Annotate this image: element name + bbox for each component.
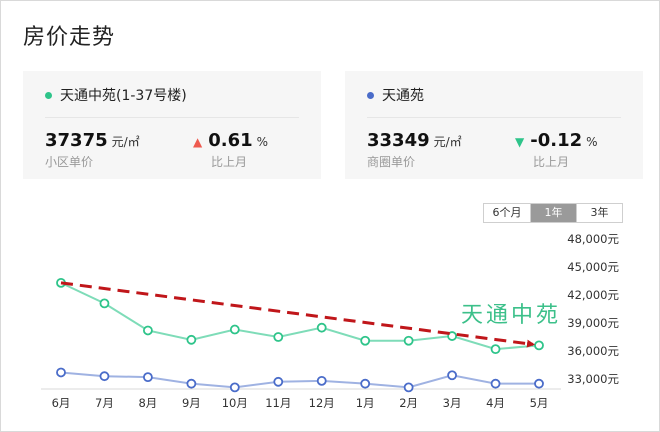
community-price-label: 小区单价	[45, 155, 94, 169]
district-name: 天通苑	[367, 85, 424, 105]
district-price-label: 商圈单价	[367, 155, 416, 169]
community-change-value: 0.61	[208, 130, 253, 151]
community-change-label: 比上月	[211, 155, 248, 169]
district-change-value: -0.12	[530, 130, 583, 151]
community-price-value: 37375	[45, 130, 108, 151]
data-point[interactable]	[534, 340, 544, 351]
data-point[interactable]	[534, 378, 544, 389]
data-point[interactable]	[143, 372, 153, 383]
x-tick-label: 8月	[138, 396, 157, 410]
district-name-label: 天通苑	[382, 88, 424, 104]
tab-1-year[interactable]: 1年	[530, 204, 576, 222]
data-point[interactable]	[490, 378, 501, 389]
y-tick-label: 48,000元	[567, 232, 619, 246]
tab-3-years[interactable]: 3年	[576, 204, 622, 222]
district-change: ▼ -0.12%	[515, 130, 598, 151]
data-point[interactable]	[56, 367, 66, 378]
x-tick-label: 6月	[52, 396, 71, 410]
data-point[interactable]	[229, 382, 240, 393]
y-tick-label: 39,000元	[567, 316, 619, 330]
data-point[interactable]	[360, 335, 371, 346]
community-dot-icon	[45, 91, 52, 99]
data-point[interactable]	[99, 298, 110, 309]
community-change: ▲ 0.61%	[193, 130, 268, 151]
down-arrow-icon: ▼	[515, 135, 525, 149]
data-point[interactable]	[490, 344, 501, 355]
district-price: 33349 元/㎡	[367, 130, 462, 151]
community-price-unit: 元/㎡	[111, 135, 140, 149]
x-tick-label: 5月	[530, 396, 549, 410]
district-dot-icon	[367, 91, 374, 99]
tab-6-months[interactable]: 6个月	[484, 204, 530, 222]
data-point[interactable]	[447, 370, 457, 381]
community-change-unit: %	[256, 135, 269, 149]
data-point[interactable]	[403, 382, 414, 393]
data-point[interactable]	[316, 375, 327, 386]
divider	[367, 117, 621, 118]
data-point[interactable]	[229, 324, 240, 335]
x-tick-label: 7月	[95, 396, 114, 410]
community-price: 37375 元/㎡	[45, 130, 140, 151]
y-tick-label: 33,000元	[567, 372, 619, 386]
series-line-1	[60, 371, 539, 389]
community-name: 天通中苑(1-37号楼)	[45, 85, 187, 105]
community-price-card: 天通中苑(1-37号楼) 37375 元/㎡ 小区单价 ▲ 0.61% 比上月	[23, 71, 321, 179]
district-change-unit: %	[586, 135, 598, 149]
data-point[interactable]	[403, 335, 414, 346]
district-price-card: 天通苑 33349 元/㎡ 商圈单价 ▼ -0.12% 比上月	[345, 71, 643, 179]
trend-arrow	[60, 281, 535, 348]
x-tick-label: 9月	[182, 396, 201, 410]
x-tick-label: 4月	[486, 396, 505, 410]
district-change-label: 比上月	[533, 155, 570, 169]
x-tick-label: 11月	[265, 396, 291, 410]
period-tabs: 6个月 1年 3年	[483, 203, 623, 223]
data-point[interactable]	[316, 322, 327, 333]
y-tick-label: 36,000元	[567, 344, 619, 358]
chart-annotation: 天通中苑	[461, 303, 561, 328]
district-price-unit: 元/㎡	[433, 135, 462, 149]
y-tick-label: 45,000元	[567, 260, 619, 274]
divider	[45, 117, 299, 118]
data-point[interactable]	[360, 378, 371, 389]
x-tick-label: 3月	[443, 396, 462, 410]
community-name-label: 天通中苑(1-37号楼)	[60, 88, 187, 104]
y-tick-label: 42,000元	[567, 288, 619, 302]
up-arrow-icon: ▲	[193, 135, 203, 149]
data-point[interactable]	[186, 334, 197, 345]
data-point[interactable]	[143, 325, 153, 336]
x-tick-label: 12月	[309, 396, 335, 410]
series-line-0	[60, 281, 540, 351]
data-point[interactable]	[447, 331, 457, 341]
x-tick-label: 1月	[356, 396, 375, 410]
price-trend-chart: 48,000元 45,000元 42,000元 39,000元 36,000元 33,00…	[41, 232, 619, 410]
data-point[interactable]	[99, 371, 110, 382]
x-tick-label: 2月	[399, 396, 418, 410]
data-point[interactable]	[186, 378, 197, 389]
district-price-value: 33349	[367, 130, 430, 151]
data-point[interactable]	[273, 332, 284, 342]
page-title: 房价走势	[23, 25, 116, 50]
data-point[interactable]	[273, 376, 284, 387]
x-tick-label: 10月	[222, 396, 248, 410]
